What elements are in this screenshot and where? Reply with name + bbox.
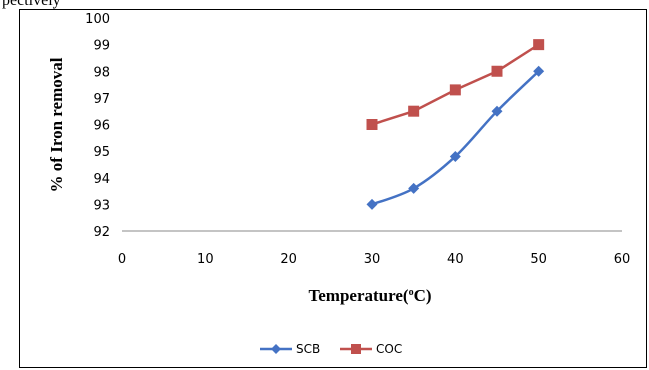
x-tick-label: 20 xyxy=(280,252,297,267)
legend-label-coc: COC xyxy=(376,342,402,356)
y-tick-label: 97 xyxy=(93,92,110,107)
data-point-coc xyxy=(491,65,503,77)
x-tick-label: 50 xyxy=(530,252,547,267)
y-tick-label: 98 xyxy=(93,65,110,80)
data-point-scb xyxy=(491,105,503,117)
data-point-coc xyxy=(408,105,420,117)
series-scb xyxy=(366,65,545,210)
data-point-coc xyxy=(366,119,378,130)
x-axis-title-main: Temperature( xyxy=(308,286,408,305)
page-text-fragment: pectively xyxy=(2,0,61,9)
data-point-scb xyxy=(533,65,545,77)
x-axis-title: Temperature(oC) xyxy=(308,286,431,305)
y-tick-label: 94 xyxy=(93,172,110,187)
x-tick-label: 40 xyxy=(447,252,464,267)
legend: SCB COC xyxy=(260,342,402,356)
series-coc xyxy=(366,39,545,130)
legend-swatch-marker-coc xyxy=(351,344,361,354)
y-axis-title: % of Iron removal xyxy=(47,57,66,192)
chart-border xyxy=(19,9,647,368)
y-tick-label: 99 xyxy=(93,39,110,54)
data-point-coc xyxy=(533,39,545,51)
legend-label-scb: SCB xyxy=(296,342,320,356)
legend-item-scb: SCB xyxy=(260,342,320,356)
data-point-scb xyxy=(366,198,378,210)
data-point-scb xyxy=(449,150,461,162)
x-tick-label: 30 xyxy=(364,252,381,267)
x-tick-label: 10 xyxy=(197,252,214,267)
y-tick-label: 92 xyxy=(93,225,110,240)
y-tick-label: 95 xyxy=(93,145,110,160)
y-tick-label: 100 xyxy=(85,12,110,27)
x-axis-title-sup: o xyxy=(409,287,414,298)
legend-item-coc: COC xyxy=(340,342,402,356)
y-tick-label: 93 xyxy=(93,198,110,213)
y-tick-labels: 92 93 94 95 96 97 98 99 100 xyxy=(85,12,110,240)
data-point-coc xyxy=(449,84,461,96)
x-tick-label: 0 xyxy=(118,252,126,267)
legend-swatch-marker-scb xyxy=(271,344,281,354)
data-point-scb xyxy=(408,182,420,194)
x-axis-title-suffix: C) xyxy=(414,286,432,305)
y-tick-label: 96 xyxy=(93,119,110,134)
series-layer xyxy=(366,39,545,210)
x-tick-labels: 0 10 20 30 40 50 60 xyxy=(118,252,630,267)
x-tick-label: 60 xyxy=(614,252,631,267)
